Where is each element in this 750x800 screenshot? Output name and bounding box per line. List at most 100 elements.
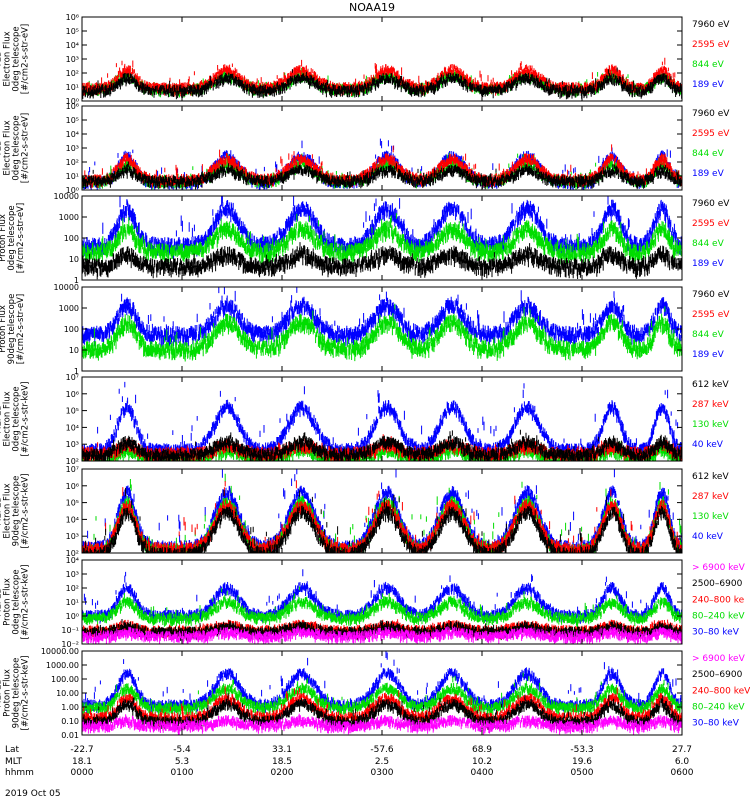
panel-4-ytick-label: 100 (64, 325, 79, 334)
panel-7-ytick-label: 10³ (66, 570, 79, 579)
x-tick-lat: 68.9 (472, 745, 492, 755)
panel-6: 10² 10³ 10⁴ 10⁵ 10⁶ 10⁷ MEPEDElectron Flux90de… (0, 465, 729, 558)
panel-8-ytick-label: 1.00 (61, 703, 79, 712)
panel-7-ylabel-line: [#/cm2-s-str-keV] (21, 565, 31, 640)
x-row-label-hhmm: hhmm (5, 768, 34, 778)
panel-3-ylabel: Proton Flux0deg telescope[#/cm2-s-str-eV… (0, 203, 26, 273)
x-tick-time: 0200 (271, 768, 294, 778)
panel-8: 0.01 0.10 1.00 10.00 100.00 1000.00 10000.00 ME… (0, 647, 750, 740)
x-tick-lat: -57.6 (370, 745, 394, 755)
x-tick-lat: 27.7 (672, 745, 692, 755)
panel-1-legend-blue: 189 eV (692, 80, 725, 90)
panel-4-legend-blue: 189 eV (692, 350, 725, 360)
panel-8-legend-blue: 30–80 keV (692, 719, 740, 729)
panel-3-ytick-label: 1000 (59, 213, 79, 222)
panel-3-ytick-label: 100 (64, 234, 79, 243)
panel-6-legend-green: 130 keV (692, 512, 729, 522)
panel-3-ylabel-line: 0deg telescope (7, 205, 17, 270)
panel-6-legend-black: 612 keV (692, 472, 729, 482)
panel-1-ytick-label: 10⁴ (66, 41, 79, 50)
date-label: 2019 Oct 05 (5, 789, 61, 799)
panel-6-legend-red: 287 keV (692, 492, 729, 502)
panel-3-ytick-label: 10 (69, 255, 79, 264)
panel-1-ylabel: TEDElectron Flux0deg telescope[#/cm2-s-s… (0, 24, 31, 94)
x-tick-time: 0400 (471, 768, 494, 778)
panel-5-ylabel-line: 0deg telescope (12, 386, 22, 451)
panel-2-ytick-label: 10² (66, 158, 79, 167)
panel-1-ylabel-line: 0deg telescope (12, 26, 22, 91)
x-tick-mlt: 2.5 (375, 757, 389, 767)
panel-2-ytick-label: 10³ (66, 144, 79, 153)
panel-6-ylabel-line: [#/cm2-s-str-keV] (21, 474, 31, 549)
panel-1: 10⁰ 10¹ 10² 10³ 10⁴ 10⁵ 10⁶ TEDElectron Flux0de… (0, 13, 730, 106)
panel-6-ylabel-line: MEPED (0, 496, 4, 526)
panel-7-ytick-label: 10⁻² (61, 640, 79, 649)
panel-2-ylabel-line: Electron Flux (3, 120, 13, 175)
panel-8-ytick-label: 100.00 (51, 675, 79, 684)
panel-8-ytick-label: 0.01 (61, 731, 79, 740)
panel-2-ytick-label: 10⁶ (66, 102, 79, 111)
panel-4-ylabel-line: 90deg telescope (7, 294, 17, 365)
x-tick-lat: -22.7 (70, 745, 93, 755)
panel-8-ylabel-line: MEPED (0, 678, 4, 708)
panel-5-ylabel-line: [#/cm2-s-str-keV] (21, 382, 31, 457)
x-tick-mlt: 18.5 (272, 757, 292, 767)
panel-8-ytick-label: 1000.00 (46, 661, 79, 670)
panel-1-ylabel-line: Electron Flux (3, 31, 13, 86)
x-row-label-mlt: MLT (5, 757, 23, 767)
x-tick-mlt: 19.6 (572, 757, 592, 767)
panel-1-legend-green: 844 eV (692, 60, 725, 70)
panel-7-legend-blue: 30–80 keV (692, 628, 740, 638)
panel-5-ytick-label: 10⁷ (66, 373, 79, 382)
panel-7-legend-green: 80–240 keV (692, 611, 745, 621)
panel-5-legend-red: 287 keV (692, 400, 729, 410)
panel-1-legend-red: 2595 eV (692, 40, 730, 50)
panel-7-ytick-label: 10⁴ (66, 556, 79, 565)
panel-8-ytick-label: 10000.00 (41, 647, 79, 656)
panel-6-ytick-label: 10⁵ (66, 499, 79, 508)
panel-5-ylabel-line: Electron Flux (3, 391, 13, 446)
panel-2-ylabel-line: TED (0, 139, 4, 158)
panel-3-legend-red: 2595 eV (692, 219, 730, 229)
panel-7-ylabel-line: MEPED (0, 587, 4, 617)
panel-5-ytick-label: 10⁴ (66, 423, 79, 432)
panel-3-legend-blue: 189 eV (692, 259, 725, 269)
panel-4-ytick-label: 1000 (59, 304, 79, 313)
panel-3: 1 10 100 1000 10000 Proton Flux0deg telescope… (0, 192, 730, 285)
x-tick-time: 0000 (71, 768, 94, 778)
panel-4-legend-green: 844 eV (692, 330, 725, 340)
panel-2-ylabel-line: 0deg telescope (12, 115, 22, 180)
panel-2-legend-blue: 189 eV (692, 169, 725, 179)
x-tick-mlt: 5.3 (175, 757, 189, 767)
x-tick-lat: 33.1 (272, 745, 292, 755)
panel-2-ytick-label: 10⁴ (66, 130, 79, 139)
panel-7-legend-magenta: > 6900 keV (692, 563, 746, 573)
panel-7-ylabel-line: 0deg telescope (12, 569, 22, 634)
panel-4-ylabel-line: [#/cm2-s-str-eV] (16, 294, 26, 364)
panel-7-legend-black: 2500–6900 (692, 579, 743, 589)
panel-6-ylabel-line: Electron Flux (3, 483, 13, 538)
panel-4-ylabel-line: Proton Flux (0, 305, 8, 353)
panel-5-legend-green: 130 keV (692, 420, 729, 430)
panel-2-ytick-label: 10⁵ (66, 116, 79, 125)
panel-4-ylabel: Proton Flux90deg telescope[#/cm2-s-str-e… (0, 294, 26, 365)
panel-4-ytick-label: 1 (74, 367, 79, 376)
panel-7-ytick-label: 10⁰ (66, 612, 79, 621)
panel-3-ylabel-line: Proton Flux (0, 214, 8, 262)
panel-4-trace-blue (81, 287, 683, 348)
x-tick-mlt: 6.0 (675, 757, 690, 767)
x-tick-time: 0100 (171, 768, 194, 778)
panel-8-legend-black: 2500–6900 (692, 670, 743, 680)
panel-8-legend-green: 80–240 keV (692, 702, 745, 712)
panel-8-ylabel-line: Proton Flux (3, 669, 13, 717)
panel-1-ylabel-line: TED (0, 50, 4, 69)
panel-5-ytick-label: 10⁶ (66, 390, 79, 399)
x-row-label-lat: Lat (5, 745, 20, 755)
panel-4: 1 10 100 1000 10000 Proton Flux90deg telescop… (0, 283, 730, 376)
panel-6-legend-blue: 40 keV (692, 532, 724, 542)
panel-1-ytick-label: 10⁰ (66, 97, 79, 106)
panel-8-legend-red: 240–800 keV (692, 686, 750, 696)
